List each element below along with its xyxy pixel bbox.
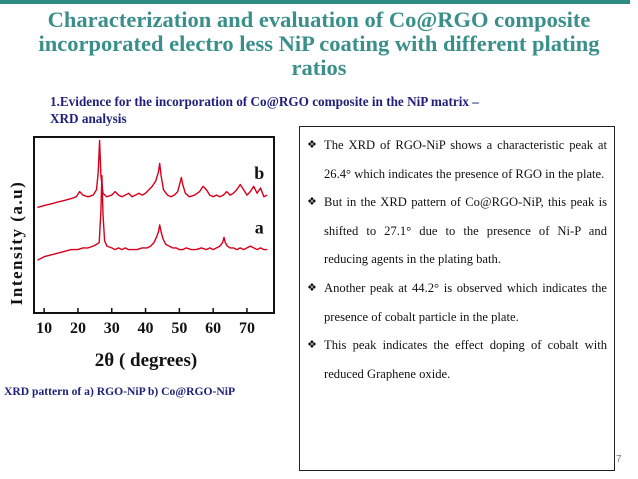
bullet-text: Another peak at 44.2° is observed which …: [324, 280, 607, 324]
diamond-bullet-icon: ❖: [307, 281, 317, 294]
bullet-text: This peak indicates the effect doping of…: [324, 338, 607, 381]
series-label-b: b: [254, 163, 264, 183]
slide-title: Characterization and evaluation of Co@RG…: [28, 8, 610, 80]
diamond-bullet-icon: ❖: [307, 339, 317, 352]
x-tick-label: 30: [104, 320, 120, 337]
bullet-item: ❖ Another peak at 44.2° is observed whic…: [307, 274, 607, 331]
x-axis-label: 2θ ( degrees): [95, 350, 197, 371]
x-tick-label: 60: [205, 320, 221, 337]
x-tick-label: 70: [239, 320, 255, 337]
y-axis-label: Intensity (a.u): [7, 181, 26, 306]
bullet-item: ❖ But in the XRD pattern of Co@RGO-NiP, …: [307, 188, 607, 274]
xrd-chart-svg: 10 20 30 40 50 60 70 a b Intensity (a.u) 2θ ( de…: [7, 136, 275, 371]
slide-title-line-1: Characterization and evaluation of Co@RG…: [47, 7, 591, 32]
series-label-a: a: [255, 218, 264, 238]
x-tick-label: 10: [36, 320, 52, 337]
page-number: 7: [616, 454, 622, 465]
diamond-bullet-icon: ❖: [307, 196, 317, 209]
xrd-chart: 10 20 30 40 50 60 70 a b Intensity (a.u) 2θ ( de…: [4, 133, 289, 377]
figure-caption: XRD pattern of a) RGO-NiP b) Co@RGO-NiP: [4, 385, 236, 398]
bullet-text: But in the XRD pattern of Co@RGO-NiP, th…: [324, 195, 607, 267]
bullet-text: The XRD of RGO-NiP shows a characteristi…: [324, 138, 607, 181]
section-subheading: 1.Evidence for the incorporation of Co@R…: [50, 93, 610, 127]
slide-title-line-2: incorporated electro less NiP coating wi…: [38, 31, 600, 56]
series-line-a: [37, 175, 268, 261]
subheading-line-1: 1.Evidence for the incorporation of Co@R…: [50, 94, 479, 109]
slide-title-line-3: ratios: [291, 55, 347, 80]
top-accent-rule: [0, 0, 638, 4]
x-tick-label: 40: [138, 320, 154, 337]
series-line-b: [37, 139, 268, 209]
plot-frame: [33, 136, 275, 314]
x-tick-label: 20: [70, 320, 86, 337]
description-textbox: ❖ The XRD of RGO-NiP shows a characteris…: [299, 126, 615, 471]
bullet-item: ❖ This peak indicates the effect doping …: [307, 331, 607, 388]
corner-mark: [630, 0, 638, 16]
subheading-line-2: XRD analysis: [50, 111, 127, 126]
diamond-bullet-icon: ❖: [307, 139, 317, 151]
bullet-item: ❖ The XRD of RGO-NiP shows a characteris…: [307, 131, 607, 188]
x-tick-label: 50: [171, 320, 187, 337]
